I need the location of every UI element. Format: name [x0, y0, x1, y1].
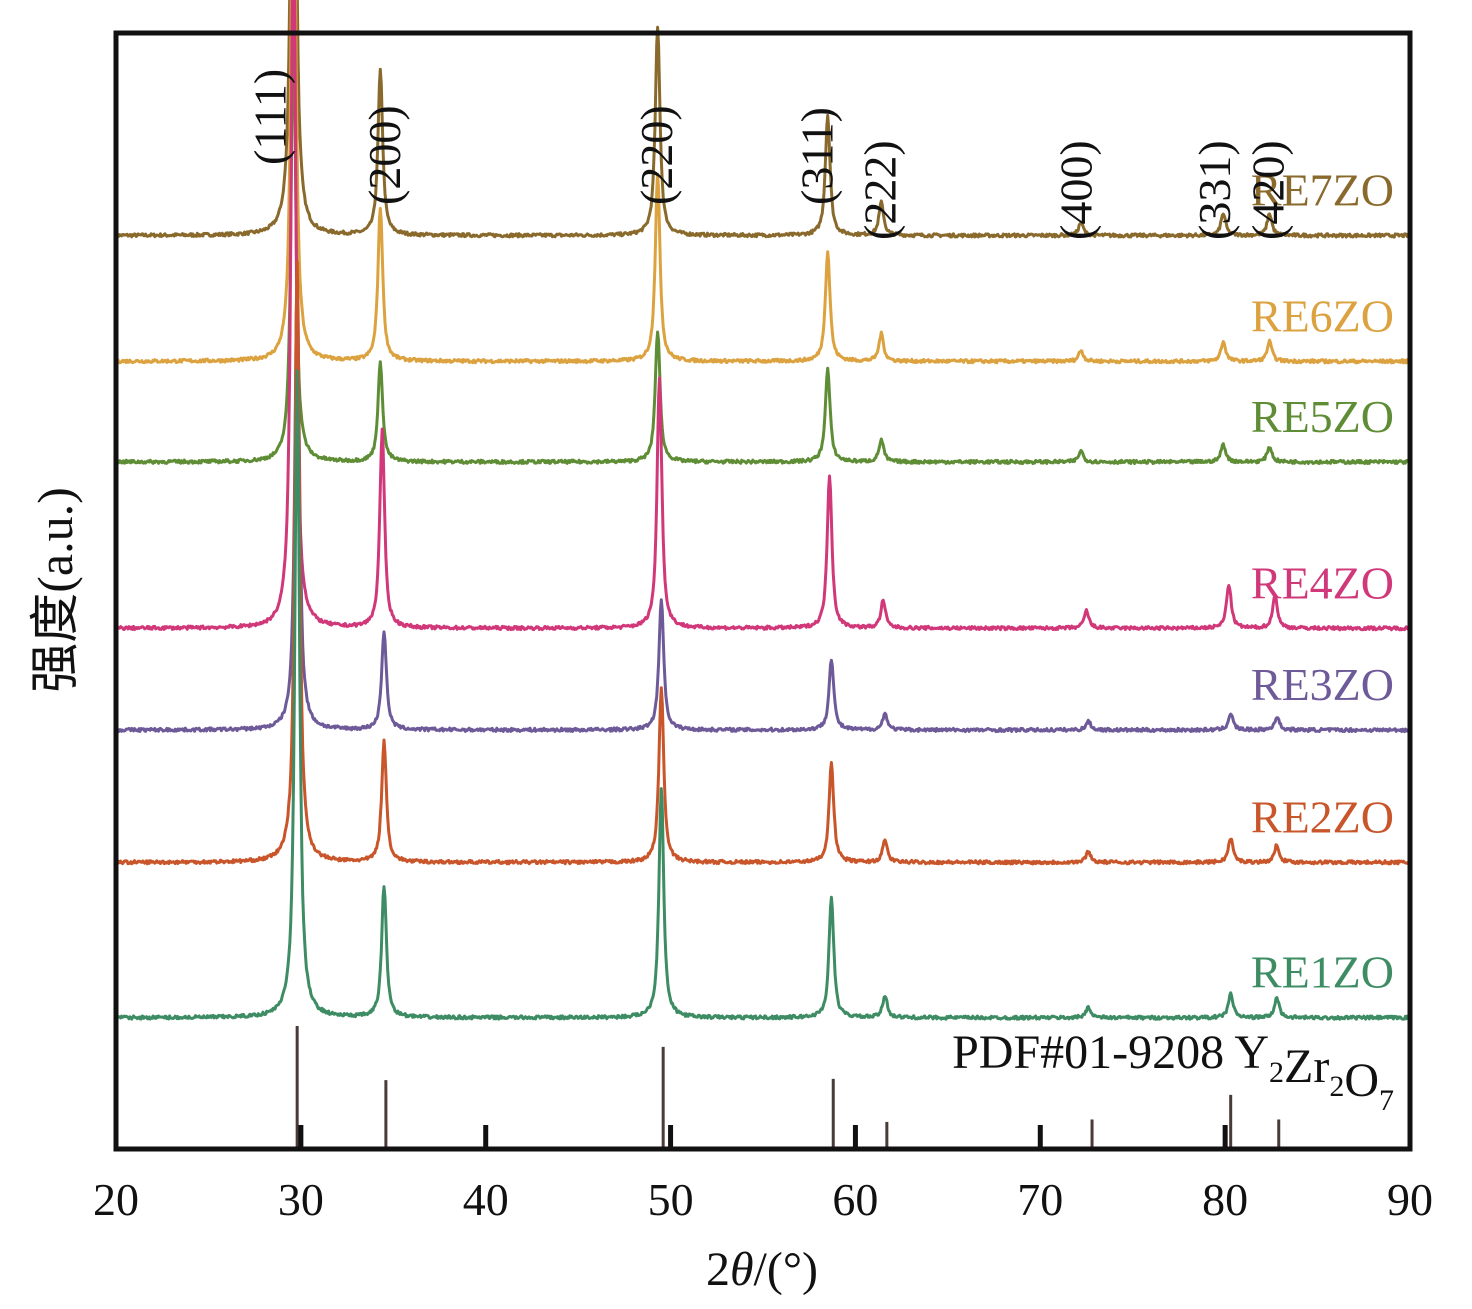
x-tick-label: 40	[463, 1174, 509, 1225]
formula-subscript: 7	[1379, 1084, 1394, 1117]
x-axis-label-suffix: /(°)	[754, 1243, 819, 1296]
reference-sticks	[295, 1026, 1281, 1149]
curve-re3zo	[114, 279, 1412, 734]
formula-element: Y	[1234, 1026, 1269, 1079]
x-tick-label: 50	[648, 1174, 694, 1225]
curve-re2zo	[114, 260, 1412, 866]
x-axis-label-theta: θ	[730, 1243, 754, 1296]
x-tick-label: 70	[1017, 1174, 1063, 1225]
series-label-re6zo: RE6ZO	[1251, 290, 1394, 341]
series-label-re4zo: RE4ZO	[1251, 557, 1394, 608]
hkl-label: (420)	[1243, 140, 1294, 240]
series-label-re5zo: RE5ZO	[1251, 391, 1394, 442]
x-axis-label-prefix: 2	[706, 1243, 730, 1296]
formula-subscript: 2	[1329, 1070, 1344, 1103]
curve-re7zo	[114, 0, 1411, 239]
reference-label: PDF#01-9208 Y2Zr2O7	[952, 1026, 1394, 1117]
xrd-curves	[114, 0, 1412, 1021]
x-tick-label: 20	[93, 1174, 139, 1225]
x-axis-tick-labels: 20 30 40 50 60 70 80 90	[93, 1174, 1433, 1225]
hkl-labels: (111) (200) (220) (311) (222) (400) (331) (420)	[244, 69, 1293, 240]
series-label-re2zo: RE2ZO	[1251, 791, 1394, 842]
curve-re5zo	[114, 23, 1411, 465]
hkl-label: (111)	[244, 69, 295, 165]
curve-re6zo	[114, 0, 1412, 365]
hkl-label: (311)	[792, 107, 843, 205]
plot-frame	[113, 30, 1413, 1152]
formula-subscript: 2	[1269, 1056, 1284, 1089]
x-tick-label: 80	[1202, 1174, 1248, 1225]
hkl-label: (400)	[1050, 140, 1101, 240]
series-labels: RE7ZO RE6ZO RE5ZO RE4ZO RE3ZO RE2ZO RE1ZO	[1251, 165, 1394, 998]
x-tick-label: 60	[832, 1174, 878, 1225]
hkl-label: (220)	[631, 105, 682, 205]
series-label-re3zo: RE3ZO	[1251, 659, 1394, 710]
x-tick-label: 90	[1387, 1174, 1433, 1225]
formula-element: Zr	[1284, 1040, 1329, 1093]
curve-re4zo	[114, 0, 1411, 632]
y-axis-label: 强度(a.u.)	[27, 487, 83, 693]
formula-element: O	[1344, 1054, 1379, 1107]
hkl-label: (222)	[855, 140, 906, 240]
series-label-re7zo: RE7ZO	[1251, 165, 1394, 216]
hkl-label: (331)	[1189, 140, 1240, 240]
curve-re1zo	[115, 369, 1412, 1021]
series-label-re1zo: RE1ZO	[1251, 947, 1394, 998]
x-axis-ticks	[298, 1125, 1228, 1149]
reference-label-prefix: PDF#01-9208	[952, 1026, 1234, 1079]
hkl-label: (200)	[359, 105, 410, 205]
x-axis-label: 2θ/(°)	[706, 1243, 818, 1296]
x-tick-label: 30	[278, 1174, 324, 1225]
